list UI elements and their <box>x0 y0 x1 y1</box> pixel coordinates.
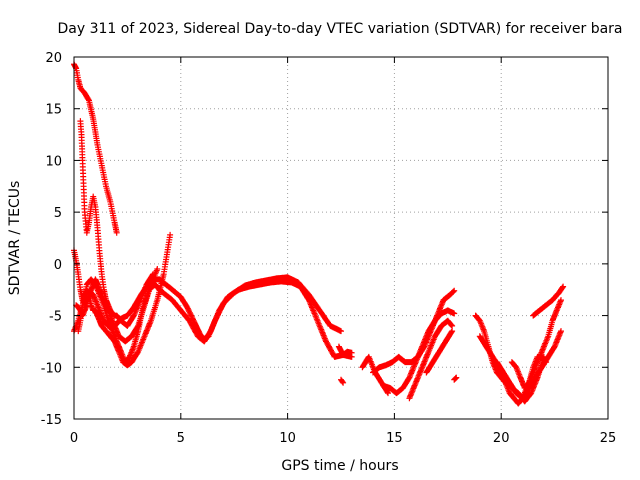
data-points <box>71 61 567 407</box>
series-markers <box>359 353 391 397</box>
y-tick-label: 5 <box>54 206 62 221</box>
axis-ticks: 0 5 10 15 20 25 20 15 10 5 0 -5 -10 -15 <box>41 51 617 446</box>
x-tick-label: 15 <box>386 431 403 446</box>
y-tick-label: 10 <box>45 154 62 169</box>
x-tick-label: 5 <box>177 431 185 446</box>
y-tick-label: 0 <box>54 258 62 273</box>
series-markers <box>77 118 156 329</box>
series-track-11 <box>359 353 391 397</box>
series-track-10 <box>423 328 456 376</box>
y-tick-label: -5 <box>49 310 62 325</box>
series-track-6 <box>77 118 156 329</box>
series-markers <box>75 231 174 369</box>
x-tick-label: 25 <box>600 431 617 446</box>
series-markers <box>335 343 355 358</box>
series-track-18 <box>508 353 550 391</box>
series-markers <box>338 376 347 386</box>
y-tick-label: 15 <box>45 103 62 118</box>
x-axis-label: GPS time / hours <box>281 458 398 474</box>
series-track-13 <box>338 376 347 386</box>
series-markers <box>451 374 460 383</box>
x-tick-label: 10 <box>279 431 296 446</box>
series-track-19 <box>530 283 567 319</box>
y-axis-label: SDTVAR / TECUs <box>7 181 23 296</box>
series-markers <box>493 328 564 402</box>
y-tick-label: -10 <box>41 361 62 376</box>
series-markers <box>508 353 550 391</box>
series-track-14 <box>451 374 460 383</box>
series-markers <box>406 317 456 402</box>
series-markers <box>530 283 567 319</box>
series-track-5 <box>75 231 174 369</box>
series-track-9 <box>406 317 456 402</box>
series-track-12 <box>335 343 355 358</box>
x-tick-label: 20 <box>493 431 510 446</box>
y-tick-label: 20 <box>45 51 62 66</box>
plot-frame <box>73 56 609 420</box>
chart-title: Day 311 of 2023, Sidereal Day-to-day VTE… <box>57 21 622 37</box>
x-tick-label: 0 <box>70 431 78 446</box>
series-track-17 <box>493 328 564 402</box>
y-tick-label: -15 <box>41 413 62 428</box>
series-markers <box>423 328 456 376</box>
